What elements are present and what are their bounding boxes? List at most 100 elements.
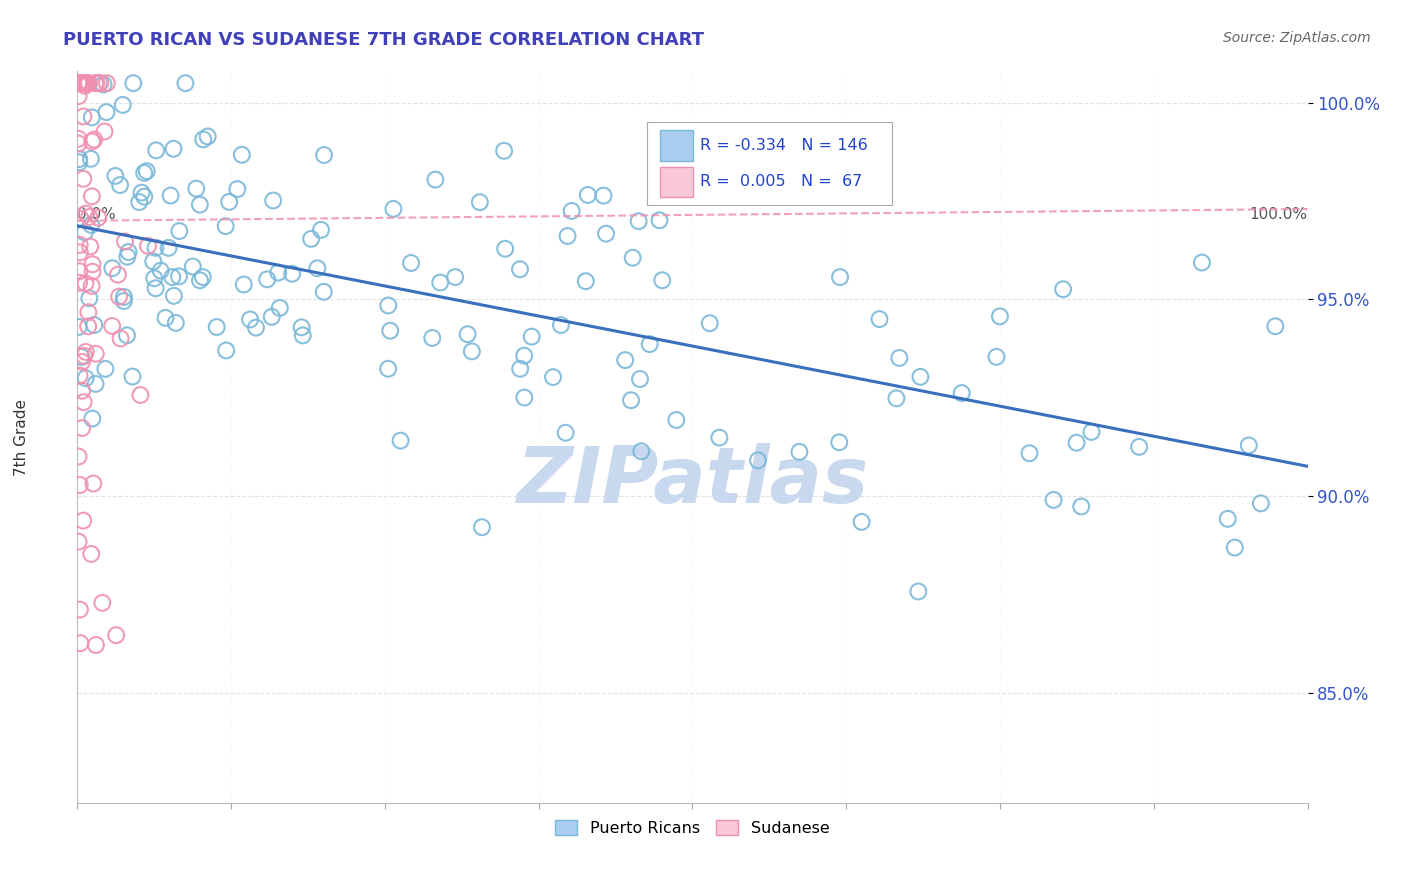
Point — [377, 298, 399, 312]
Point — [77, 76, 100, 90]
Point — [108, 178, 131, 192]
Point — [181, 260, 204, 274]
Point — [117, 245, 139, 260]
Point — [82, 265, 104, 279]
Point — [429, 276, 451, 290]
Point — [193, 132, 215, 146]
Point — [389, 434, 412, 448]
Point — [628, 372, 651, 386]
Point — [226, 182, 249, 196]
Point — [86, 76, 108, 90]
Point — [191, 270, 214, 285]
Text: R = -0.334   N = 146: R = -0.334 N = 146 — [700, 138, 868, 153]
Point — [75, 345, 97, 359]
Point — [105, 628, 128, 642]
Point — [70, 76, 93, 90]
Point — [162, 270, 184, 285]
Point — [121, 369, 143, 384]
Point — [886, 392, 908, 406]
Point — [620, 393, 643, 408]
Point — [72, 395, 94, 409]
Point — [789, 445, 811, 459]
Point — [1066, 435, 1088, 450]
Point — [307, 261, 329, 276]
Point — [67, 152, 90, 166]
Point — [77, 319, 100, 334]
Point — [186, 181, 208, 195]
Point — [494, 144, 516, 158]
Point — [1250, 496, 1272, 510]
Point — [910, 369, 932, 384]
Point — [157, 241, 180, 255]
Point — [73, 349, 96, 363]
Point — [101, 318, 124, 333]
Point — [269, 301, 291, 315]
Point — [79, 291, 101, 305]
Point — [69, 211, 91, 226]
Point — [1216, 512, 1239, 526]
Point — [69, 245, 91, 260]
Point — [520, 329, 543, 343]
Point — [651, 273, 673, 287]
Point — [1080, 425, 1102, 439]
Point — [1264, 319, 1286, 334]
Point — [145, 281, 167, 295]
Point — [576, 188, 599, 202]
Point — [67, 136, 90, 151]
Point — [75, 206, 97, 220]
Point — [101, 261, 124, 276]
Point — [494, 242, 516, 256]
Point — [256, 272, 278, 286]
Point — [91, 596, 114, 610]
Point — [380, 324, 402, 338]
Point — [1042, 492, 1064, 507]
Point — [69, 368, 91, 383]
Point — [592, 188, 614, 202]
Point — [627, 214, 650, 228]
Point — [557, 229, 579, 244]
Point — [87, 211, 110, 225]
Point — [67, 132, 90, 146]
Point — [163, 289, 186, 303]
Point — [72, 514, 94, 528]
Y-axis label: 7th Grade: 7th Grade — [14, 399, 28, 475]
Point — [1223, 541, 1246, 555]
Point — [75, 277, 97, 291]
Point — [312, 285, 335, 299]
Point — [76, 76, 98, 90]
Point — [69, 264, 91, 278]
Point — [851, 515, 873, 529]
Point — [1128, 440, 1150, 454]
Point — [67, 450, 90, 464]
Point — [291, 328, 314, 343]
Point — [67, 76, 90, 90]
Point — [614, 353, 637, 368]
Point — [382, 202, 405, 216]
Point — [70, 421, 93, 435]
Point — [89, 76, 111, 90]
Text: Source: ZipAtlas.com: Source: ZipAtlas.com — [1223, 31, 1371, 45]
Point — [231, 148, 253, 162]
Point — [67, 276, 90, 290]
Point — [828, 270, 851, 285]
Point — [309, 223, 332, 237]
Point — [986, 350, 1008, 364]
Point — [149, 263, 172, 277]
Point — [621, 251, 644, 265]
Text: PUERTO RICAN VS SUDANESE 7TH GRADE CORRELATION CHART: PUERTO RICAN VS SUDANESE 7TH GRADE CORRE… — [63, 31, 704, 49]
Point — [96, 105, 118, 120]
Point — [143, 271, 166, 285]
Point — [112, 293, 135, 308]
Point — [197, 129, 219, 144]
Point — [218, 194, 240, 209]
Point — [550, 318, 572, 332]
Point — [630, 444, 652, 458]
Point — [377, 361, 399, 376]
Point — [83, 132, 105, 146]
Point — [174, 76, 197, 90]
Point — [444, 270, 467, 285]
Point — [169, 224, 191, 238]
Point — [69, 238, 91, 252]
Point — [188, 197, 211, 211]
Point — [245, 320, 267, 334]
